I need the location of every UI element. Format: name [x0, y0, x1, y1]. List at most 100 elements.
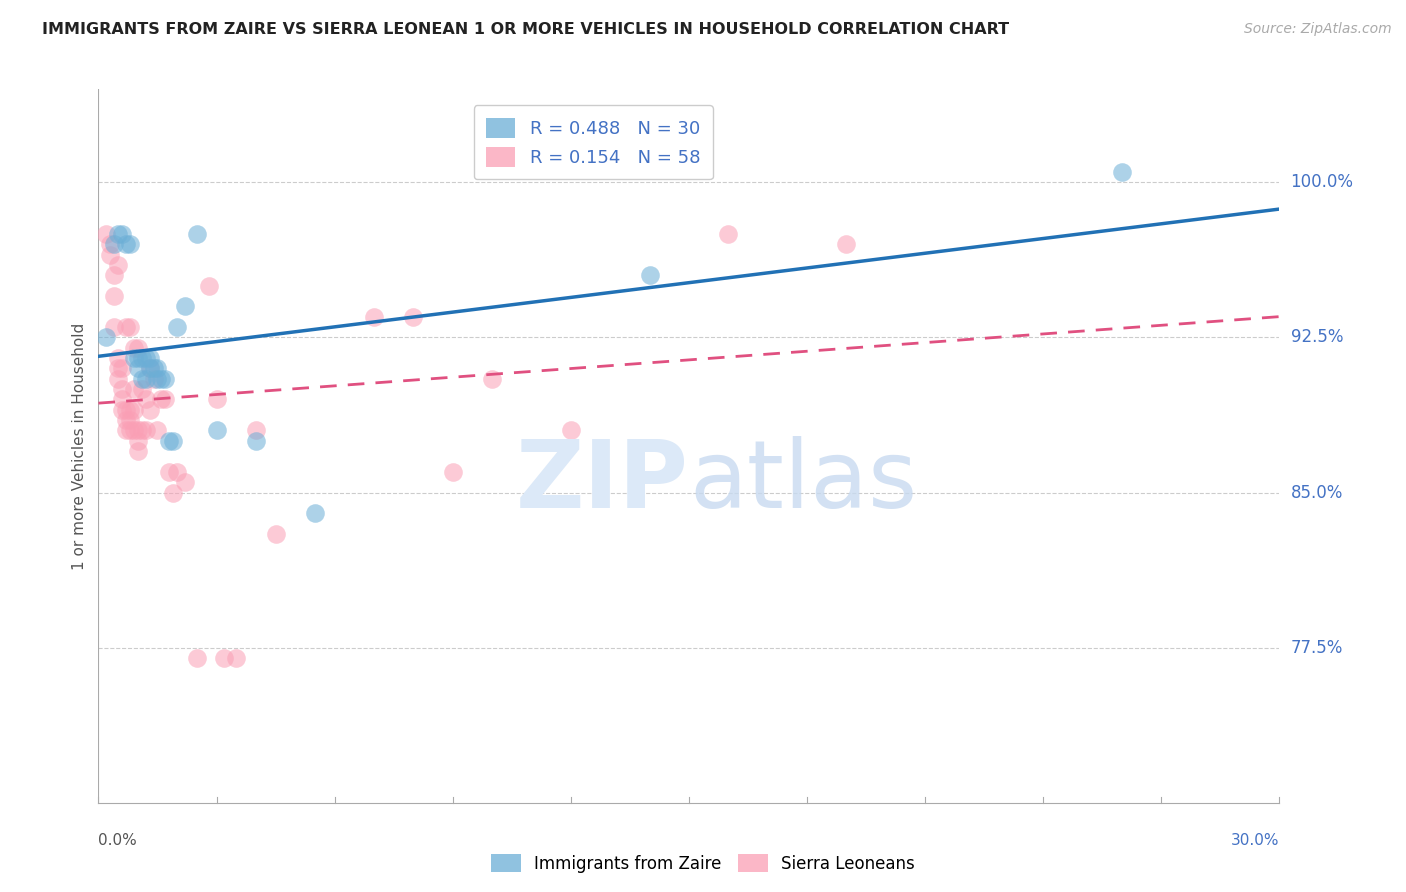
Point: [122, 424, 145, 438]
Point: [402, 310, 425, 324]
Point: [111, 392, 134, 407]
Point: [1111, 165, 1133, 179]
Point: [162, 434, 184, 448]
Point: [638, 268, 661, 283]
Point: [138, 351, 160, 365]
Point: [115, 237, 138, 252]
Point: [122, 402, 145, 417]
Point: [96, 227, 118, 241]
Point: [135, 392, 157, 407]
Point: [135, 372, 157, 386]
Point: [122, 382, 145, 396]
Point: [115, 402, 138, 417]
Point: [146, 424, 169, 438]
Point: [131, 382, 153, 396]
Point: [717, 227, 740, 241]
Point: [127, 351, 149, 365]
Point: [118, 402, 141, 417]
Point: [127, 424, 149, 438]
Point: [115, 320, 138, 334]
Point: [166, 465, 188, 479]
Point: [98, 237, 121, 252]
Point: [835, 237, 858, 252]
Point: [107, 372, 129, 386]
Point: [118, 237, 141, 252]
Text: 77.5%: 77.5%: [1291, 639, 1343, 657]
Point: [107, 258, 129, 272]
Point: [363, 310, 385, 324]
Point: [197, 278, 219, 293]
Point: [225, 651, 247, 665]
Point: [264, 527, 287, 541]
Point: [111, 361, 134, 376]
Point: [127, 341, 149, 355]
Point: [146, 361, 169, 376]
Point: [214, 651, 236, 665]
Point: [118, 424, 141, 438]
Point: [142, 372, 165, 386]
Point: [162, 485, 184, 500]
Text: IMMIGRANTS FROM ZAIRE VS SIERRA LEONEAN 1 OR MORE VEHICLES IN HOUSEHOLD CORRELAT: IMMIGRANTS FROM ZAIRE VS SIERRA LEONEAN …: [42, 22, 1010, 37]
Point: [560, 424, 582, 438]
Point: [107, 351, 129, 365]
Point: [107, 361, 129, 376]
Point: [138, 361, 160, 376]
Point: [127, 361, 149, 376]
Point: [96, 330, 118, 344]
Point: [127, 434, 149, 448]
Point: [205, 392, 228, 407]
Point: [205, 424, 228, 438]
Point: [118, 413, 141, 427]
Point: [481, 372, 503, 386]
Point: [107, 227, 129, 241]
Point: [111, 227, 134, 241]
Point: [127, 444, 149, 458]
Point: [174, 475, 197, 490]
Point: [304, 506, 326, 520]
Point: [135, 424, 157, 438]
Point: [122, 341, 145, 355]
Point: [150, 372, 173, 386]
Point: [103, 268, 125, 283]
Text: 92.5%: 92.5%: [1291, 328, 1343, 346]
Point: [146, 372, 169, 386]
Point: [155, 392, 177, 407]
Point: [103, 289, 125, 303]
Point: [118, 320, 141, 334]
Text: 0.0%: 0.0%: [98, 833, 138, 848]
Y-axis label: 1 or more Vehicles in Household: 1 or more Vehicles in Household: [72, 322, 87, 570]
Legend: Immigrants from Zaire, Sierra Leoneans: Immigrants from Zaire, Sierra Leoneans: [484, 847, 922, 880]
Point: [115, 424, 138, 438]
Point: [245, 424, 267, 438]
Point: [103, 237, 125, 252]
Point: [245, 434, 267, 448]
Point: [122, 351, 145, 365]
Point: [115, 413, 138, 427]
Point: [186, 651, 208, 665]
Point: [138, 402, 160, 417]
Point: [111, 402, 134, 417]
Point: [131, 351, 153, 365]
Point: [131, 372, 153, 386]
Point: [157, 434, 180, 448]
Legend: R = 0.488   N = 30, R = 0.154   N = 58: R = 0.488 N = 30, R = 0.154 N = 58: [474, 105, 713, 179]
Text: atlas: atlas: [689, 435, 917, 528]
Point: [174, 299, 197, 313]
Point: [155, 372, 177, 386]
Point: [441, 465, 464, 479]
Point: [142, 361, 165, 376]
Point: [103, 320, 125, 334]
Text: 30.0%: 30.0%: [1232, 833, 1279, 848]
Point: [135, 351, 157, 365]
Point: [186, 227, 208, 241]
Point: [111, 382, 134, 396]
Text: Source: ZipAtlas.com: Source: ZipAtlas.com: [1244, 22, 1392, 37]
Point: [98, 248, 121, 262]
Point: [157, 465, 180, 479]
Text: 100.0%: 100.0%: [1291, 173, 1354, 191]
Point: [150, 392, 173, 407]
Text: ZIP: ZIP: [516, 435, 689, 528]
Point: [131, 424, 153, 438]
Text: 85.0%: 85.0%: [1291, 483, 1343, 501]
Point: [138, 361, 160, 376]
